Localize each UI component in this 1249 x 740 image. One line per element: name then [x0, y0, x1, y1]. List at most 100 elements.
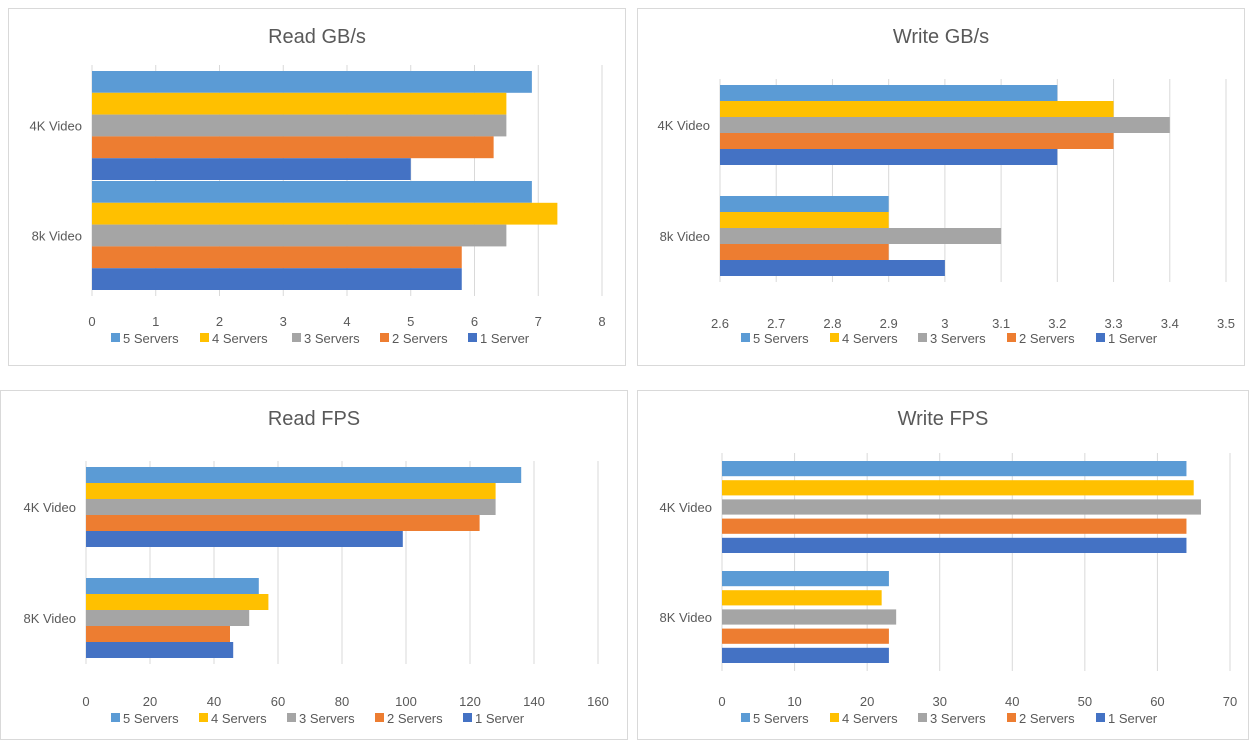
bar-4k-video-3-servers [722, 499, 1201, 515]
x-tick-label: 1 [152, 314, 159, 329]
chart-title: Write FPS [898, 408, 989, 430]
bar-8k-video-1-server [720, 260, 945, 276]
chart-title: Write GB/s [893, 26, 989, 48]
x-tick-label: 3 [941, 316, 948, 331]
legend-label: 4 Servers [211, 711, 267, 726]
legend-swatch [1096, 333, 1105, 342]
x-tick-label: 120 [459, 694, 481, 709]
bar-8k-video-2-servers [92, 246, 462, 269]
bar-8k-video-5-servers [86, 578, 259, 594]
legend-label: 5 Servers [753, 331, 809, 346]
bar-4k-video-2-servers [86, 515, 480, 531]
legend-label: 2 Servers [1019, 711, 1075, 726]
legend-swatch [918, 333, 927, 342]
bar-8k-video-4-servers [722, 590, 882, 606]
legend-swatch [199, 713, 208, 722]
category-label: 4K Video [29, 119, 82, 134]
x-tick-label: 40 [1005, 694, 1019, 709]
legend-label: 1 Server [480, 331, 530, 346]
bar-4k-video-2-servers [720, 133, 1114, 149]
bar-4k-video-4-servers [92, 92, 507, 115]
category-label: 8k Video [32, 229, 82, 244]
bar-4k-video-1-server [92, 158, 411, 180]
legend-label: 2 Servers [1019, 331, 1075, 346]
bar-8k-video-1-server [86, 642, 234, 658]
category-label: 8K Video [659, 610, 712, 625]
x-tick-label: 5 [407, 314, 414, 329]
x-tick-label: 2.8 [823, 316, 841, 331]
x-tick-label: 10 [787, 694, 801, 709]
bar-8k-video-4-servers [86, 594, 269, 610]
legend-swatch [830, 713, 839, 722]
x-tick-label: 3.5 [1217, 316, 1235, 331]
legend-swatch [200, 333, 209, 342]
bar-4k-video-4-servers [86, 483, 496, 499]
legend-swatch [1096, 713, 1105, 722]
bar-8k-video-3-servers [92, 224, 507, 247]
chart-panel-read-fps: Read FPS 0 20 40 60 80 100 120 140 160 4K Video 8K … [0, 390, 628, 740]
x-tick-label: 160 [587, 694, 609, 709]
x-tick-label: 2.7 [767, 316, 785, 331]
legend-label: 3 Servers [930, 331, 986, 346]
x-tick-label: 80 [335, 694, 349, 709]
legend-swatch [463, 713, 472, 722]
x-tick-label: 3.1 [992, 316, 1010, 331]
x-tick-label: 0 [718, 694, 725, 709]
bar-8k-video-3-servers [720, 228, 1002, 244]
bar-4k-video-3-servers [720, 117, 1170, 133]
chart-read-fps: Read FPS 0 20 40 60 80 100 120 140 160 4K Video 8K … [23, 408, 609, 726]
legend-label: 1 Server [1108, 331, 1158, 346]
x-tick-label: 30 [932, 694, 946, 709]
x-tick-label: 3.2 [1048, 316, 1066, 331]
bar-4k-video-5-servers [722, 461, 1187, 477]
x-tick-label: 2.6 [711, 316, 729, 331]
bar-4k-video-2-servers [92, 136, 494, 159]
chart-title: Read GB/s [268, 26, 366, 48]
bar-4k-video-1-server [86, 531, 403, 547]
x-tick-label: 3 [280, 314, 287, 329]
bar-8k-video-2-servers [720, 244, 889, 260]
bar-8k-video-3-servers [722, 609, 897, 625]
chart-write-fps: Write FPS 0 10 20 30 40 50 60 70 4K Video 8K Video… [659, 408, 1237, 726]
bar-4k-video-5-servers [92, 71, 532, 93]
bar-8k-video-5-servers [92, 181, 532, 203]
legend-label: 3 Servers [930, 711, 986, 726]
legend-swatch [918, 713, 927, 722]
bar-4k-video-1-server [722, 537, 1187, 553]
legend-swatch [830, 333, 839, 342]
legend-swatch [1007, 333, 1016, 342]
bar-8k-video-5-servers [720, 196, 889, 212]
x-tick-label: 100 [395, 694, 417, 709]
bar-8k-video-1-server [92, 268, 462, 290]
bar-8k-video-2-servers [86, 626, 230, 642]
legend-swatch [741, 333, 750, 342]
x-tick-label: 2.9 [880, 316, 898, 331]
bar-4k-video-1-server [720, 149, 1058, 165]
x-tick-label: 3.4 [1161, 316, 1179, 331]
bar-8k-video-3-servers [86, 610, 250, 626]
x-tick-label: 20 [143, 694, 157, 709]
bar-8k-video-2-servers [722, 628, 889, 644]
legend-label: 3 Servers [299, 711, 355, 726]
x-tick-label: 60 [1150, 694, 1164, 709]
legend-label: 2 Servers [392, 331, 448, 346]
legend-swatch [292, 333, 301, 342]
chart-write-gbs: Write GB/s 2.6 2.7 2.8 2.9 3 3.1 3.2 3.3 3.4 3.5 4K… [657, 26, 1235, 346]
x-tick-label: 70 [1223, 694, 1237, 709]
chart-panel-read-gbs: Read GB/s 0 1 2 3 4 5 6 7 8 4K Video 8k Video 5 Serv… [8, 8, 626, 366]
legend-swatch [380, 333, 389, 342]
x-tick-label: 3.3 [1105, 316, 1123, 331]
x-tick-label: 7 [535, 314, 542, 329]
legend-swatch [375, 713, 384, 722]
x-tick-label: 2 [216, 314, 223, 329]
bar-8k-video-4-servers [92, 202, 558, 225]
legend-swatch [1007, 713, 1016, 722]
x-tick-label: 6 [471, 314, 478, 329]
legend-label: 5 Servers [123, 711, 179, 726]
bar-8k-video-4-servers [720, 212, 889, 228]
bar-4k-video-5-servers [86, 467, 522, 483]
x-tick-label: 50 [1078, 694, 1092, 709]
legend-label: 3 Servers [304, 331, 360, 346]
bar-8k-video-5-servers [722, 571, 889, 587]
x-tick-label: 140 [523, 694, 545, 709]
